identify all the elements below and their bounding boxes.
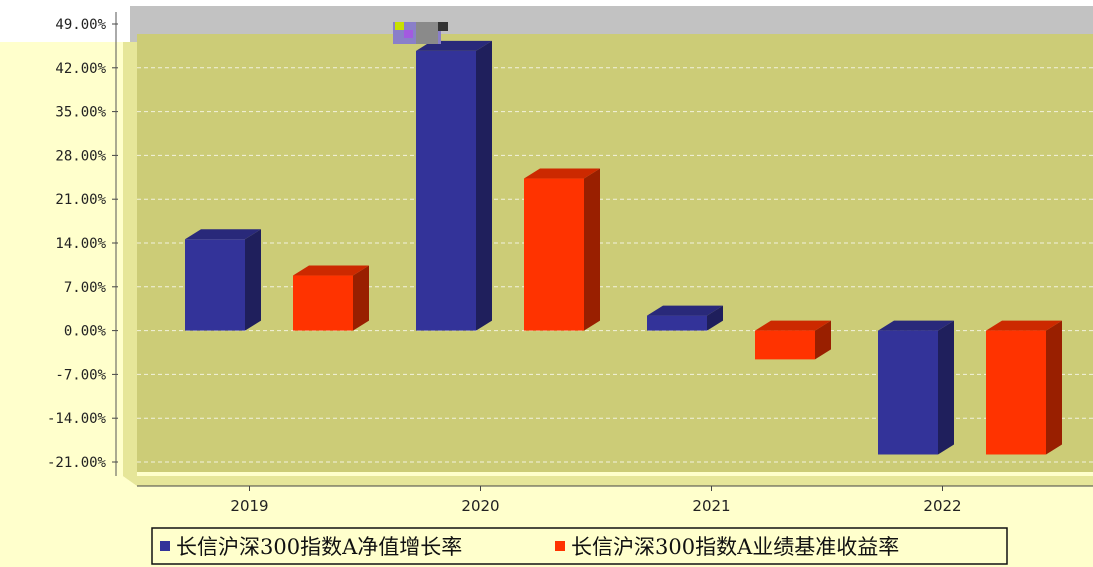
y-tick-label: -7.00% [55,367,106,383]
y-tick-label: 35.00% [55,105,106,121]
bar-top [755,320,831,331]
bar-side [815,320,831,360]
y-tick-label: 14.00% [55,236,106,252]
bar-top [293,265,369,276]
bar-top [524,168,600,179]
y-tick-label: -21.00% [47,455,107,471]
legend-box [151,527,1008,565]
bar-top [878,320,954,331]
bar-side [584,168,600,331]
y-tick-label: -14.00% [47,411,107,427]
x-tick-label: 2022 [923,497,961,515]
y-tick-label: 7.00% [64,280,107,296]
x-tick-label: 2019 [230,497,268,515]
bar-top [185,229,261,240]
bar [755,330,815,360]
plot-side-wall [123,42,137,484]
bar [293,275,353,331]
broken-image-glitch [393,22,448,44]
bar-top [647,305,723,316]
bar [416,50,476,331]
bar [185,239,245,331]
bar-side [707,305,723,331]
bar [524,178,584,331]
legend-swatch [555,541,565,551]
bar [878,330,938,455]
plot-floor [123,476,1093,486]
y-tick-label: 21.00% [55,192,106,208]
bar-top [986,320,1062,331]
x-tick-label: 2021 [692,497,730,515]
bar-side [245,229,261,331]
x-tick-label: 2020 [461,497,499,515]
legend-label: 长信沪深300指数A净值增长率 [176,535,462,559]
y-tick-label: 49.00% [55,17,106,33]
bar [986,330,1046,455]
bar-side [938,320,954,455]
bar [647,315,707,331]
legend-swatch [160,541,170,551]
y-tick-label: 42.00% [55,61,106,77]
bar-side [1046,320,1062,455]
legend-label: 长信沪深300指数A业绩基准收益率 [571,535,899,559]
bar-side [476,40,492,331]
y-tick-label: 0.00% [64,324,107,340]
bar-side [353,265,369,331]
y-tick-label: 28.00% [55,148,106,164]
